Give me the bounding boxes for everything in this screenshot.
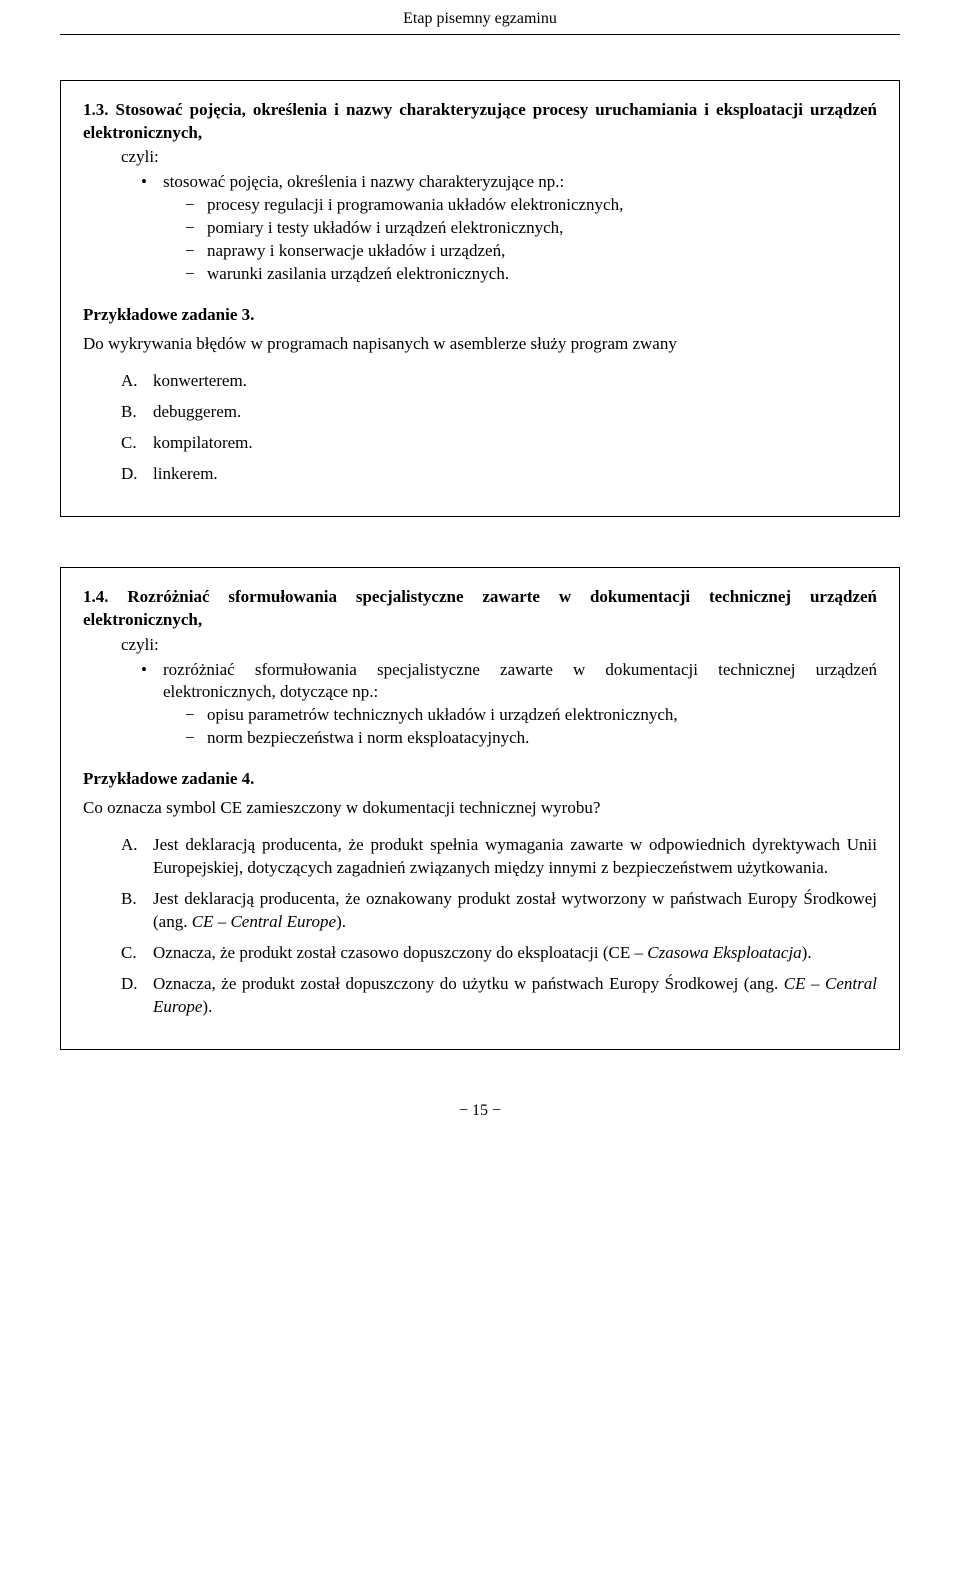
option-a: A. konwerterem.	[121, 370, 877, 393]
option-text: ).	[202, 997, 212, 1016]
option-d: D. linkerem.	[121, 463, 877, 486]
option-c: C. Oznacza, że produkt został czasowo do…	[121, 942, 877, 965]
section-title-text: Rozróżniać sformułowania specjalistyczne…	[83, 587, 877, 629]
option-text: Oznacza, że produkt został dopuszczony d…	[153, 974, 784, 993]
dash-item: warunki zasilania urządzeń elektroniczny…	[185, 263, 877, 286]
bullet-list: rozróżniać sformułowania specjalistyczne…	[141, 659, 877, 751]
option-italic: Czasowa Eksploatacja	[647, 943, 801, 962]
option-letter: D.	[121, 973, 138, 996]
bullet-list: stosować pojęcia, określenia i nazwy cha…	[141, 171, 877, 286]
dash-item: norm bezpieczeństwa i norm eksploatacyjn…	[185, 727, 877, 750]
czyli-label: czyli:	[121, 146, 877, 169]
option-text: debuggerem.	[153, 402, 241, 421]
options-list: A. Jest deklaracją producenta, że produk…	[121, 834, 877, 1019]
option-text: Oznacza, że produkt został czasowo dopus…	[153, 943, 647, 962]
section-title: 1.4. Rozróżniać sformułowania specjalist…	[83, 586, 877, 632]
option-letter: A.	[121, 834, 138, 857]
option-c: C. kompilatorem.	[121, 432, 877, 455]
option-text: linkerem.	[153, 464, 218, 483]
section-number: 1.3.	[83, 100, 109, 119]
page-number: − 15 −	[60, 1100, 900, 1122]
task-heading: Przykładowe zadanie 3.	[83, 304, 877, 327]
option-text: Jest deklaracją producenta, że produkt s…	[153, 835, 877, 877]
option-text: ).	[336, 912, 346, 931]
bullet-item: stosować pojęcia, określenia i nazwy cha…	[141, 171, 877, 286]
option-d: D. Oznacza, że produkt został dopuszczon…	[121, 973, 877, 1019]
section-1-3: 1.3. Stosować pojęcia, określenia i nazw…	[60, 80, 900, 517]
option-text: kompilatorem.	[153, 433, 253, 452]
dash-item: procesy regulacji i programowania układó…	[185, 194, 877, 217]
option-letter: B.	[121, 888, 137, 911]
option-italic: CE – Central Europe	[192, 912, 336, 931]
page-header: Etap pisemny egzaminu	[60, 0, 900, 35]
option-letter: C.	[121, 432, 137, 455]
section-1-4: 1.4. Rozróżniać sformułowania specjalist…	[60, 567, 900, 1050]
czyli-label: czyli:	[121, 634, 877, 657]
option-letter: B.	[121, 401, 137, 424]
bullet-item: rozróżniać sformułowania specjalistyczne…	[141, 659, 877, 751]
option-b: B. debuggerem.	[121, 401, 877, 424]
dash-item: opisu parametrów technicznych układów i …	[185, 704, 877, 727]
option-a: A. Jest deklaracją producenta, że produk…	[121, 834, 877, 880]
option-letter: C.	[121, 942, 137, 965]
bullet-text: rozróżniać sformułowania specjalistyczne…	[163, 660, 877, 702]
section-number: 1.4.	[83, 587, 109, 606]
dash-list: procesy regulacji i programowania układó…	[185, 194, 877, 286]
task-question: Do wykrywania błędów w programach napisa…	[83, 333, 877, 356]
task-heading: Przykładowe zadanie 4.	[83, 768, 877, 791]
options-list: A. konwerterem. B. debuggerem. C. kompil…	[121, 370, 877, 486]
dash-list: opisu parametrów technicznych układów i …	[185, 704, 877, 750]
dash-item: pomiary i testy układów i urządzeń elekt…	[185, 217, 877, 240]
option-letter: D.	[121, 463, 138, 486]
option-letter: A.	[121, 370, 138, 393]
option-b: B. Jest deklaracją producenta, że oznako…	[121, 888, 877, 934]
dash-item: naprawy i konserwacje układów i urządzeń…	[185, 240, 877, 263]
bullet-text: stosować pojęcia, określenia i nazwy cha…	[163, 172, 564, 191]
section-title: 1.3. Stosować pojęcia, określenia i nazw…	[83, 99, 877, 145]
option-text: ).	[802, 943, 812, 962]
option-text: konwerterem.	[153, 371, 247, 390]
task-question: Co oznacza symbol CE zamieszczony w doku…	[83, 797, 877, 820]
section-title-text: Stosować pojęcia, określenia i nazwy cha…	[83, 100, 877, 142]
